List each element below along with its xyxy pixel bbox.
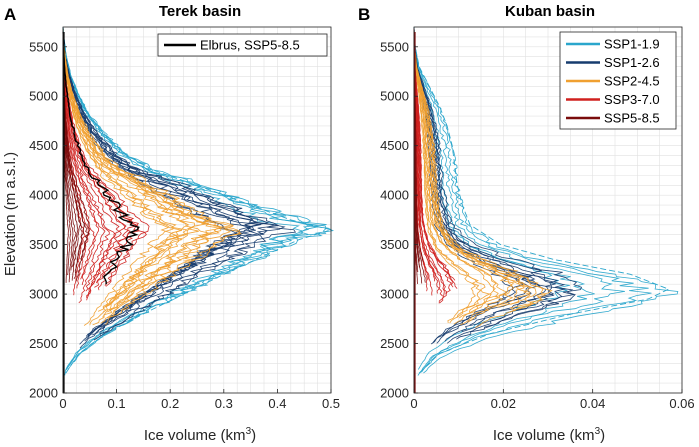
y-tick-label: 2000 [29, 386, 58, 401]
x-axis-label-a: Ice volume (km3) [144, 426, 256, 444]
legend-label-ssp1-26: SSP1-2.6 [604, 55, 660, 70]
x-tick-label: 0.5 [322, 396, 340, 411]
series-lines-b [413, 26, 679, 393]
dashed-reference-line [62, 26, 333, 374]
legend-label-ssp5-85: SSP5-8.5 [604, 111, 660, 126]
y-axis-label-a: Elevation (m a.s.l.) [2, 152, 19, 276]
legend-a: Elbrus, SSP5-8.5 [157, 33, 328, 57]
axis-ticks-b: 0 0.02 0.04 0.06 2000 2500 3000 3500 4000 4500 500… [380, 39, 695, 411]
series-line-ssp1-26 [413, 29, 514, 337]
series-line-ssp2-45 [413, 28, 553, 329]
panel-a: A Terek basin 0 0.1 0.2 0.3 0.4 0.5 2000 2500 30… [2, 3, 340, 444]
legend-entries-b: SSP1-1.9 SSP1-2.6 SSP2-4.5 SSP3-7.0 SSP5-8.5 [566, 37, 660, 126]
y-tick-label: 2500 [29, 336, 58, 351]
axis-ticks-a: 0 0.1 0.2 0.3 0.4 0.5 2000 2500 3000 3500 4000 4500… [29, 39, 340, 411]
x-tick-label: 0.06 [669, 396, 694, 411]
x-tick-label: 0.3 [215, 396, 233, 411]
series-line-ssp2-45 [62, 28, 242, 311]
y-tick-label: 4000 [29, 188, 58, 203]
y-tick-label: 5000 [380, 89, 409, 104]
y-tick-label: 2000 [380, 386, 409, 401]
series-line-ssp1-19 [413, 29, 679, 374]
panel-letter-b: B [358, 5, 370, 24]
series-lines-a [62, 26, 335, 393]
y-tick-label: 4500 [380, 138, 409, 153]
x-tick-label: 0.04 [580, 396, 605, 411]
y-tick-label: 3500 [380, 237, 409, 252]
y-tick-label: 3000 [380, 287, 409, 302]
legend-label-ssp2-45: SSP2-4.5 [604, 74, 660, 89]
x-tick-label: 0 [59, 396, 66, 411]
legend-label-ssp1-19: SSP1-1.9 [604, 37, 660, 52]
series-line-ssp1-26 [62, 28, 286, 349]
y-tick-label: 5500 [380, 39, 409, 54]
legend-label-elbrus: Elbrus, SSP5-8.5 [200, 38, 300, 53]
legend-label-ssp3-70: SSP3-7.0 [604, 92, 660, 107]
y-tick-label: 5500 [29, 39, 58, 54]
x-tick-label: 0.02 [491, 396, 516, 411]
series-line-elbrus [62, 31, 140, 285]
series-line-ssp1-19 [413, 28, 652, 373]
series-line-ssp3-70 [62, 28, 150, 286]
panel-title-a: Terek basin [159, 3, 241, 20]
y-tick-label: 2500 [380, 336, 409, 351]
legend-box-a [157, 33, 328, 57]
dashed-reference-line [413, 26, 670, 374]
x-axis-label-b: Ice volume (km3) [493, 426, 605, 444]
series-line-ssp2-45 [413, 27, 492, 325]
y-tick-label: 5000 [29, 89, 58, 104]
series-line-ssp2-45 [413, 28, 496, 324]
x-tick-label: 0.4 [268, 396, 286, 411]
x-tick-label: 0 [410, 396, 417, 411]
x-tick-label: 0.1 [108, 396, 126, 411]
panel-letter-a: A [4, 5, 16, 24]
x-tick-label: 0.2 [161, 396, 179, 411]
plot-frame-a [62, 26, 332, 394]
series-line-ssp2-45 [413, 28, 477, 324]
y-tick-label: 3500 [29, 237, 58, 252]
series-line-ssp1-26 [62, 29, 297, 337]
y-tick-label: 3000 [29, 287, 58, 302]
legend-b: SSP1-1.9 SSP1-2.6 SSP2-4.5 SSP3-7.0 SSP5-8.5 [559, 31, 677, 130]
y-tick-label: 4000 [380, 188, 409, 203]
series-line-ssp2-45 [62, 28, 207, 326]
series-line-ssp1-26 [413, 27, 576, 340]
y-tick-label: 4500 [29, 138, 58, 153]
panel-title-b: Kuban basin [505, 3, 595, 20]
series-line-ssp1-19 [413, 29, 625, 374]
panel-b: B Kuban basin 0 0.02 0.04 0.06 2000 2500 3000 3… [358, 3, 695, 444]
series-line-ssp1-26 [62, 28, 267, 341]
series-line-ssp1-26 [413, 27, 583, 333]
series-line-ssp1-26 [62, 29, 262, 337]
plot-frame-b [413, 26, 683, 394]
